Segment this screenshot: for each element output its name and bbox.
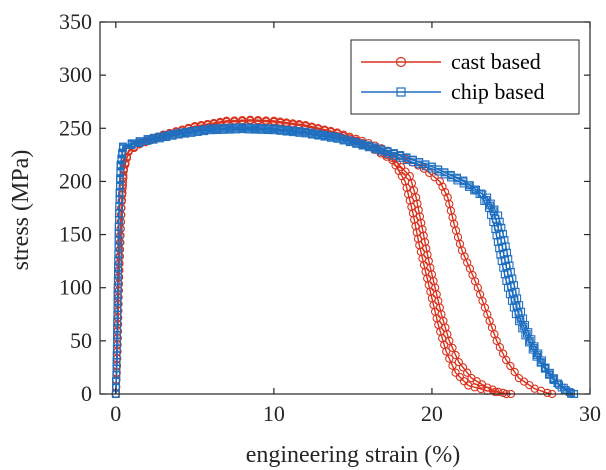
legend-label: chip based	[451, 79, 544, 104]
x-axis-label: engineering strain (%)	[246, 442, 461, 468]
data-point	[549, 375, 557, 383]
data-point	[459, 377, 469, 386]
data-point	[117, 156, 126, 165]
data-point	[498, 349, 508, 358]
data-point	[116, 162, 125, 171]
axis-layer	[99, 21, 591, 395]
data-point	[488, 385, 497, 394]
data-point	[127, 141, 136, 150]
data-point	[418, 225, 427, 234]
y-tick-label: 50	[70, 328, 92, 353]
data-point	[555, 381, 564, 389]
data-point	[454, 357, 463, 367]
y-tick-label: 0	[81, 381, 92, 406]
data-point	[448, 361, 457, 370]
data-point	[451, 350, 460, 360]
data-point	[423, 250, 432, 259]
data-point	[442, 347, 451, 356]
data-point	[540, 364, 549, 373]
data-point	[543, 388, 552, 398]
data-point	[445, 336, 454, 346]
data-point	[405, 196, 414, 205]
x-tick-label: 30	[579, 401, 601, 426]
x-tick-label: 10	[263, 401, 285, 426]
data-point	[438, 182, 447, 191]
data-point	[419, 164, 429, 173]
data-point	[411, 193, 421, 202]
y-tick-label: 300	[59, 62, 92, 87]
series-chip-based	[111, 123, 579, 398]
data-point	[440, 187, 450, 197]
data-point	[396, 162, 406, 172]
legend-marker-circle	[395, 56, 407, 68]
data-point	[419, 231, 428, 240]
data-point	[483, 383, 492, 392]
data-point	[448, 343, 457, 353]
data-point	[495, 343, 505, 352]
data-point	[458, 363, 468, 372]
data-point	[435, 177, 444, 186]
data-point	[475, 190, 484, 199]
data-point	[536, 358, 545, 367]
y-tick-label: 150	[59, 222, 92, 247]
data-point	[417, 218, 426, 228]
data-point	[455, 372, 465, 382]
data-point	[118, 150, 126, 159]
data-point	[480, 197, 488, 205]
legend-label: cast based	[451, 49, 541, 74]
data-point	[557, 383, 566, 392]
data-point	[422, 244, 431, 253]
data-point	[502, 355, 511, 365]
data-point	[492, 336, 501, 346]
data-point	[553, 379, 562, 388]
y-tick-label: 250	[59, 115, 92, 140]
data-point	[414, 205, 423, 215]
data-point	[510, 367, 519, 377]
legend-box	[350, 39, 580, 115]
legend-marker-square	[396, 87, 406, 97]
data-point	[532, 352, 541, 361]
data-point	[401, 167, 410, 176]
series-layer	[111, 115, 579, 399]
y-tick-label: 350	[59, 9, 92, 34]
legend: cast based chip based	[350, 39, 580, 115]
data-point	[494, 387, 503, 397]
y-tick-label: 200	[59, 168, 92, 193]
legend-entry-chip-based: chip based	[361, 79, 544, 104]
data-point	[420, 237, 430, 247]
legend-entry-cast-based: cast based	[361, 49, 541, 74]
data-point	[463, 368, 472, 377]
data-point	[388, 153, 397, 163]
data-point	[415, 212, 425, 221]
data-point	[413, 199, 422, 208]
data-point	[445, 354, 454, 363]
axes-box	[99, 21, 591, 395]
y-tick-label: 100	[59, 275, 92, 300]
data-point	[451, 368, 460, 377]
y-axis-label: stress (MPa)	[8, 150, 34, 271]
x-tick-label: 20	[421, 401, 443, 426]
data-point	[119, 144, 127, 153]
data-point	[135, 139, 144, 148]
data-point	[545, 371, 553, 379]
x-tick-label: 0	[110, 401, 121, 426]
data-point	[506, 361, 515, 371]
